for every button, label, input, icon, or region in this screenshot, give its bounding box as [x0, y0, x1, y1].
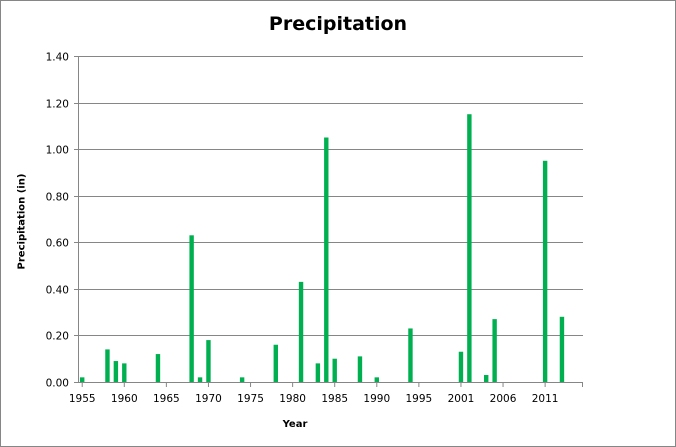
bar-1955 [80, 377, 85, 382]
bar-1985 [332, 358, 337, 382]
bar-2011 [542, 160, 548, 382]
bar-2005 [492, 319, 497, 382]
bar-1988 [357, 356, 363, 382]
y-tick-label: 0.00 [46, 378, 69, 390]
bar-2004 [484, 375, 489, 382]
y-tick-label: 1.40 [46, 52, 69, 64]
bar-2001 [458, 351, 464, 382]
x-tick-label: 1955 [69, 393, 96, 405]
y-tick-label: 0.20 [46, 331, 69, 343]
y-tick-label: 0.60 [46, 238, 69, 250]
y-tick-label: 0.40 [46, 285, 69, 297]
x-tick-label: 1990 [363, 393, 390, 405]
bar-2002 [467, 114, 472, 382]
x-tick-label: 1965 [153, 393, 180, 405]
x-tick-label: 1995 [406, 393, 433, 405]
bar-1981 [298, 281, 304, 382]
bar-1959 [113, 361, 119, 382]
bar-1964 [155, 354, 161, 382]
x-tick-label: 1985 [321, 393, 348, 405]
bar-1978 [273, 344, 278, 382]
x-tick-label: 1980 [279, 393, 306, 405]
x-tick-label: 2001 [448, 393, 475, 405]
x-tick-label: 2011 [532, 393, 559, 405]
chart-title: Precipitation [268, 13, 408, 35]
x-tick-label: 1970 [195, 393, 222, 405]
bar-1969 [197, 377, 203, 382]
y-tick-label: 0.80 [46, 192, 69, 204]
bar-1990 [374, 377, 379, 382]
bar-2013 [559, 316, 565, 382]
bar-1994 [408, 328, 413, 382]
bar-1960 [122, 363, 127, 382]
bar-1983 [315, 363, 321, 382]
x-tick-label: 2006 [490, 393, 517, 405]
bar-1984 [324, 137, 329, 382]
bar-1958 [105, 349, 110, 382]
x-tick-label: 1960 [111, 393, 138, 405]
x-axis-label: Year [282, 419, 308, 430]
bar-1970 [206, 340, 211, 382]
bar-1968 [189, 235, 194, 382]
y-tick-label: 1.00 [46, 145, 69, 157]
bar-1974 [239, 377, 245, 382]
y-tick-label: 1.20 [46, 99, 69, 111]
x-tick-label: 1975 [237, 393, 264, 405]
